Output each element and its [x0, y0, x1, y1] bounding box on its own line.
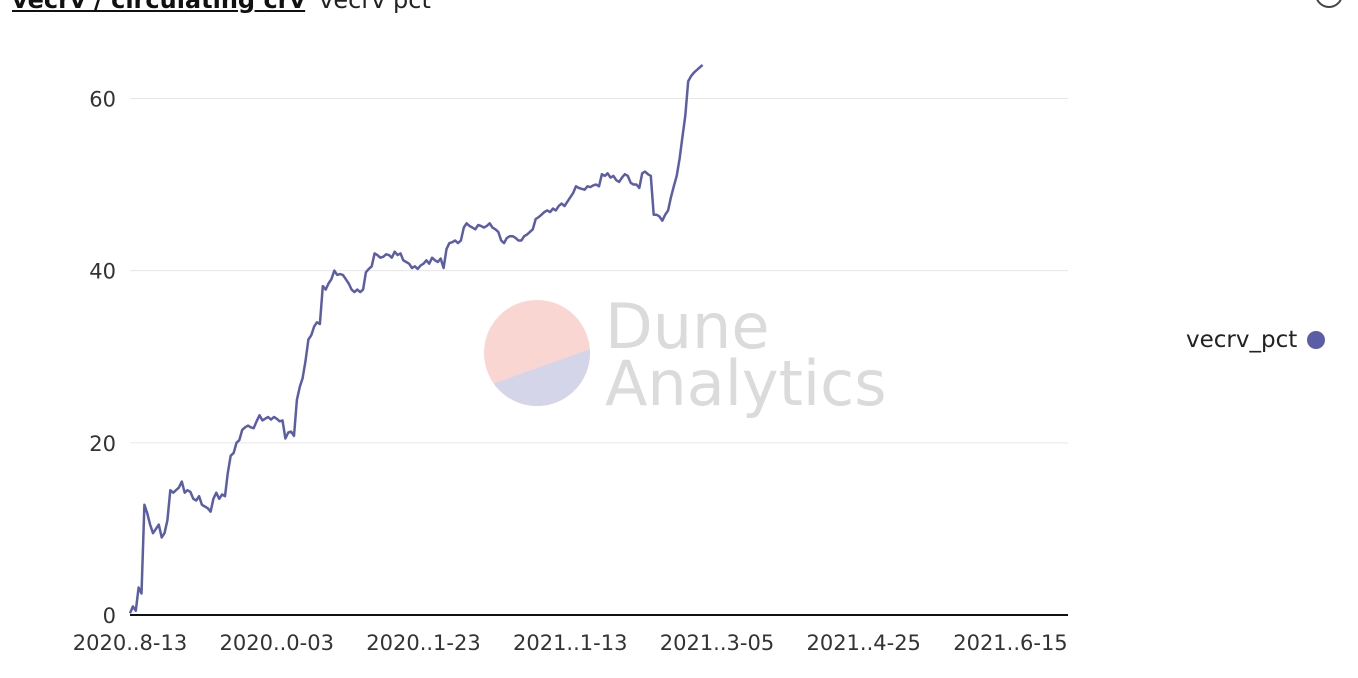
x-tick-label: 2020..0-03 [220, 631, 334, 655]
legend-item[interactable]: vecrv_pct [1186, 325, 1326, 355]
x-tick-label: 2021..4-25 [806, 631, 920, 655]
watermark: Dune Analytics [484, 290, 887, 420]
y-tick-label: 60 [89, 87, 116, 111]
y-tick-label: 20 [89, 432, 116, 456]
x-tick-label: 2020..1-23 [366, 631, 480, 655]
x-tick-labels: 2020..8-13 2020..0-03 2020..1-23 2021..1-13… [73, 631, 1068, 655]
y-tick-label: 40 [89, 260, 116, 284]
legend-label: vecrv_pct [1186, 327, 1298, 353]
legend-dot-icon [1307, 331, 1326, 349]
x-tick-label: 2021..6-15 [953, 631, 1067, 655]
query-title-link[interactable]: vecrv / circulating crv [12, 0, 306, 14]
dune-logo-icon [484, 300, 590, 406]
chart-area: Dune Analytics 0 20 40 60 2020..8-13 2020..0… [73, 63, 1068, 655]
x-tick-label: 2020..8-13 [73, 631, 187, 655]
y-tick-label: 0 [103, 604, 116, 628]
watermark-line2: Analytics [605, 347, 887, 420]
series-line-vecrv_pct[interactable] [128, 63, 704, 614]
chart-header: vecrv / circulating crv vecrv pct [12, 0, 431, 12]
x-tick-label: 2021..3-05 [660, 631, 774, 655]
visualization-name: vecrv pct [319, 0, 431, 14]
watermark-line1: Dune [605, 290, 769, 363]
series-layer [128, 63, 704, 614]
chevron-down-circle-icon[interactable] [1313, 0, 1343, 14]
y-tick-labels: 0 20 40 60 [89, 87, 116, 628]
grid-lines [130, 97, 1068, 444]
x-tick-label: 2021..1-13 [513, 631, 627, 655]
